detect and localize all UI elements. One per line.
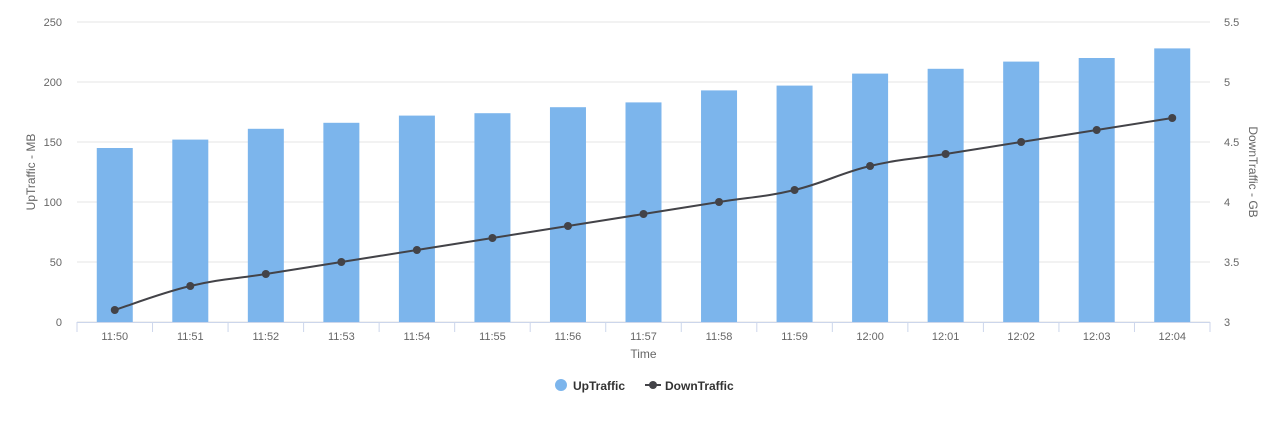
axis-layer: 0 50 100 150 200 250 3 3.5 4 4.5 5 5.5 11:50 11:51 11:…	[44, 17, 1240, 343]
x-tick-label: 11:53	[328, 331, 355, 343]
x-tick-label: 11:59	[781, 331, 808, 343]
legend-uptraffic-label: UpTraffic	[573, 379, 625, 393]
point-downtraffic	[488, 234, 497, 242]
y-right-tick-label: 5.5	[1224, 17, 1239, 29]
x-tick-label: 11:50	[101, 331, 128, 343]
bar-uptraffic	[927, 68, 964, 322]
y-left-tick-label: 50	[50, 257, 62, 269]
bar-uptraffic	[96, 148, 133, 322]
y-right-axis-title: DownTraffic - GB	[1246, 126, 1260, 217]
x-tick-label: 11:57	[630, 331, 657, 343]
bar-uptraffic	[1078, 58, 1115, 322]
y-right-tick-label: 4.5	[1224, 137, 1239, 149]
x-tick-label: 12:00	[856, 331, 884, 343]
x-tick-label: 12:04	[1158, 331, 1186, 343]
x-tick-label: 11:55	[479, 331, 506, 343]
x-tick-label: 12:02	[1007, 331, 1035, 343]
x-tick-label: 12:01	[932, 331, 960, 343]
y-right-tick-label: 3	[1224, 317, 1230, 329]
y-right-tick-label: 4	[1224, 197, 1230, 209]
legend-uptraffic-marker	[555, 379, 567, 391]
point-downtraffic	[639, 210, 648, 218]
y-right-tick-label: 5	[1224, 77, 1230, 89]
legend: UpTraffic DownTraffic	[555, 379, 734, 393]
x-tick-label: 11:52	[252, 331, 279, 343]
x-tick-label: 11:51	[177, 331, 204, 343]
legend-downtraffic-marker	[649, 381, 657, 389]
bar-uptraffic	[172, 139, 209, 322]
y-left-tick-label: 250	[44, 17, 62, 29]
x-tick-label: 11:58	[706, 331, 733, 343]
point-downtraffic	[337, 258, 346, 266]
legend-item-downtraffic[interactable]: DownTraffic	[645, 379, 734, 393]
x-axis-title: Time	[630, 347, 657, 361]
bar-uptraffic	[247, 128, 284, 322]
y-right-tick-label: 3.5	[1224, 257, 1239, 269]
x-tick-label: 11:56	[555, 331, 582, 343]
point-downtraffic	[261, 270, 270, 278]
y-left-tick-label: 150	[44, 137, 62, 149]
bar-uptraffic	[549, 107, 586, 322]
point-downtraffic	[110, 306, 119, 314]
point-downtraffic	[563, 222, 572, 230]
bar-uptraffic	[852, 73, 889, 322]
legend-item-uptraffic[interactable]: UpTraffic	[555, 379, 625, 393]
y-left-axis-title: UpTraffic - MB	[24, 134, 38, 211]
y-left-tick-label: 200	[44, 77, 62, 89]
bar-uptraffic	[323, 122, 360, 322]
line-layer	[110, 114, 1177, 314]
point-downtraffic	[1017, 138, 1026, 146]
legend-downtraffic-label: DownTraffic	[665, 379, 734, 393]
point-downtraffic	[1092, 126, 1101, 134]
point-downtraffic	[186, 282, 195, 290]
point-downtraffic	[941, 150, 950, 158]
bar-uptraffic	[474, 113, 511, 322]
bar-uptraffic	[398, 115, 435, 322]
point-downtraffic	[1168, 114, 1177, 122]
y-left-tick-label: 0	[56, 317, 62, 329]
x-tick-label: 12:03	[1083, 331, 1111, 343]
bars-layer	[96, 48, 1191, 323]
point-downtraffic	[715, 198, 724, 206]
bar-uptraffic	[701, 90, 738, 323]
point-downtraffic	[412, 246, 421, 254]
x-tick-label: 11:54	[404, 331, 431, 343]
point-downtraffic	[866, 162, 875, 170]
bar-uptraffic	[776, 85, 813, 322]
bar-uptraffic	[1154, 48, 1191, 323]
bar-uptraffic	[1003, 61, 1040, 322]
y-left-tick-label: 100	[44, 197, 62, 209]
point-downtraffic	[790, 186, 799, 194]
